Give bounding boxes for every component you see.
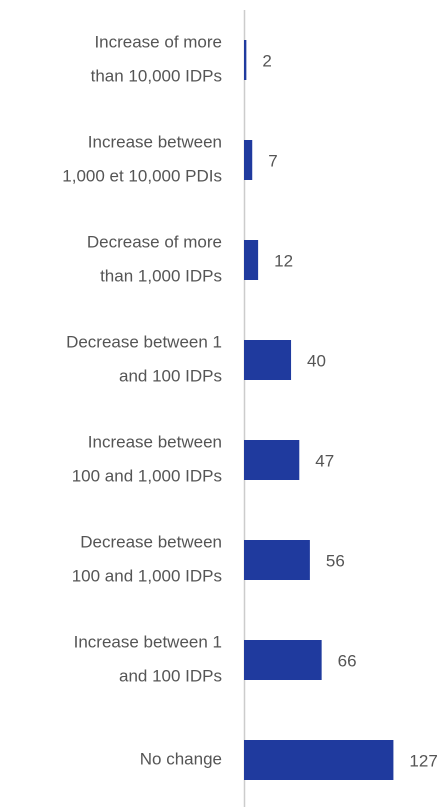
bar bbox=[244, 740, 394, 780]
y-tick-label: Decrease of more bbox=[87, 232, 222, 251]
y-tick-label: than 10,000 IDPs bbox=[91, 66, 222, 85]
bar bbox=[244, 40, 247, 80]
y-tick-label: and 100 IDPs bbox=[119, 666, 222, 685]
y-tick-label: than 1,000 IDPs bbox=[100, 266, 222, 285]
bar bbox=[244, 540, 310, 580]
y-tick-label: and 100 IDPs bbox=[119, 366, 222, 385]
value-label: 2 bbox=[262, 51, 271, 70]
value-label: 12 bbox=[274, 251, 293, 270]
y-tick-label: Increase of more bbox=[94, 32, 222, 51]
value-label: 40 bbox=[307, 351, 326, 370]
value-label: 56 bbox=[326, 551, 345, 570]
value-label: 47 bbox=[315, 451, 334, 470]
y-tick-label: Increase between bbox=[88, 432, 222, 451]
bar bbox=[244, 340, 292, 380]
value-label: 127 bbox=[409, 751, 437, 770]
y-tick-label: Decrease between bbox=[80, 532, 222, 551]
y-tick-label: 100 and 1,000 IDPs bbox=[72, 566, 222, 585]
y-tick-label: 1,000 et 10,000 PDIs bbox=[62, 166, 222, 185]
y-tick-label: Increase between bbox=[88, 132, 222, 151]
value-label: 66 bbox=[338, 651, 357, 670]
bar bbox=[244, 240, 259, 280]
bar bbox=[244, 440, 300, 480]
bar bbox=[244, 140, 253, 180]
y-tick-label: 100 and 1,000 IDPs bbox=[72, 466, 222, 485]
y-tick-label: Increase between 1 bbox=[74, 632, 222, 651]
y-tick-label: Decrease between 1 bbox=[66, 332, 222, 351]
value-label: 7 bbox=[268, 151, 277, 170]
y-tick-label: No change bbox=[140, 749, 222, 768]
bar bbox=[244, 640, 322, 680]
